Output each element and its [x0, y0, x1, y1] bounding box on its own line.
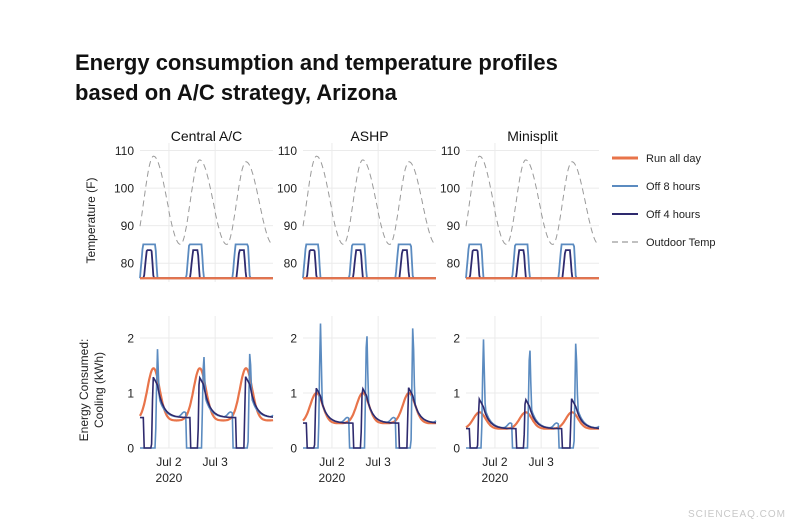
- y-tick-label: 110: [115, 144, 134, 158]
- energy-axis-title-line-1: Energy Consumed:: [77, 339, 91, 442]
- x-tick-label-2: Jul 3: [202, 455, 228, 469]
- series-off-4-hours-temp: [466, 249, 599, 280]
- x-tick-label-1: Jul 2: [319, 455, 345, 469]
- x-tick-label-1: Jul 2: [156, 455, 182, 469]
- y-tick-label: 100: [114, 182, 134, 196]
- x-tick-label-1: Jul 2: [482, 455, 508, 469]
- x-tick-label-2: Jul 3: [365, 455, 391, 469]
- legend-label-off-8-hours: Off 8 hours: [646, 181, 701, 193]
- y-tick-label: 90: [447, 219, 461, 233]
- series-off-8-hours-temp: [139, 243, 273, 280]
- energy-axis-title-line-2: Cooling (kWh): [92, 352, 106, 428]
- series-off-8-hours-temp: [302, 243, 436, 280]
- y-tick-label: 90: [284, 219, 298, 233]
- y-tick-label: 90: [121, 219, 135, 233]
- series-outdoor-temp: [302, 155, 437, 245]
- label-layer: Central A/C ASHP Minisplit Temperature (F) E…: [77, 128, 558, 485]
- x-year-label: 2020: [482, 471, 509, 485]
- chart-title-line-1: Energy consumption and temperature profi…: [75, 50, 558, 75]
- y-tick-label: 1: [127, 387, 134, 401]
- series-off-8-hours-energy: [303, 323, 437, 449]
- series-off-4-hours-temp: [140, 249, 273, 280]
- x-tick-label-2: Jul 3: [528, 455, 554, 469]
- legend-label-outdoor-temp: Outdoor Temp: [646, 237, 716, 249]
- y-tick-label: 1: [453, 387, 460, 401]
- series-layer: [139, 155, 600, 449]
- legend: Run all day Off 8 hours Off 4 hours Outdoor…: [612, 153, 716, 249]
- y-tick-label: 80: [447, 257, 461, 271]
- series-off-8-hours-energy: [140, 349, 274, 449]
- facet-title-minisplit: Minisplit: [507, 128, 558, 144]
- y-tick-label: 2: [453, 332, 460, 346]
- series-outdoor-temp: [465, 155, 600, 245]
- legend-label-run-all-day: Run all day: [646, 153, 702, 165]
- y-tick-label: 100: [440, 182, 460, 196]
- x-year-label: 2020: [156, 471, 183, 485]
- y-tick-label: 2: [127, 332, 134, 346]
- x-year-label: 2020: [319, 471, 346, 485]
- series-off-4-hours-temp: [303, 249, 436, 280]
- y-tick-label: 110: [441, 144, 460, 158]
- series-off-8-hours-temp: [465, 243, 599, 280]
- facet-title-ashp: ASHP: [350, 128, 388, 144]
- y-tick-label: 2: [290, 332, 297, 346]
- series-run-all-day-energy: [465, 411, 600, 430]
- series-off-8-hours-energy: [466, 339, 600, 449]
- temperature-axis-title: Temperature (F): [84, 177, 98, 263]
- y-tick-label: 0: [290, 442, 297, 456]
- series-off-4-hours-energy: [139, 375, 273, 449]
- facet-title-central-a-c: Central A/C: [171, 128, 243, 144]
- y-tick-label: 0: [453, 442, 460, 456]
- legend-label-off-4-hours: Off 4 hours: [646, 209, 701, 221]
- y-tick-label: 100: [277, 182, 297, 196]
- y-tick-label: 110: [278, 144, 297, 158]
- y-tick-label: 80: [121, 257, 135, 271]
- y-tick-label: 0: [127, 442, 134, 456]
- y-tick-label: 1: [290, 387, 297, 401]
- series-off-4-hours-energy: [466, 396, 599, 449]
- watermark: SCIENCEAQ.COM: [687, 509, 786, 520]
- y-tick-label: 80: [284, 257, 298, 271]
- chart-title-line-2: based on A/C strategy, Arizona: [75, 80, 397, 105]
- series-off-4-hours-energy: [303, 386, 436, 449]
- series-outdoor-temp: [139, 155, 274, 245]
